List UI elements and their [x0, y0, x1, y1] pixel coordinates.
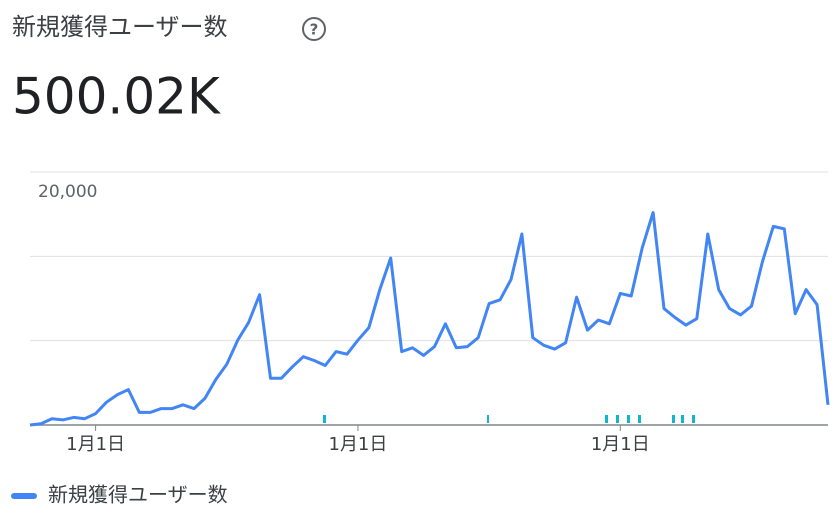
- metric-value: 500.02K: [12, 68, 221, 126]
- x-tick-label: 1月1日: [591, 434, 650, 455]
- data-line: [29, 211, 830, 427]
- annotation-markers: [323, 415, 695, 423]
- x-tick-label: 1月1日: [328, 434, 387, 455]
- svg-text:?: ?: [310, 21, 319, 39]
- x-tick-label: 1月1日: [66, 434, 125, 455]
- help-icon[interactable]: ?: [302, 17, 326, 41]
- chart-title: 新規獲得ユーザー数: [12, 13, 228, 41]
- y-tick-label: 20,000: [38, 182, 97, 202]
- legend-label[interactable]: 新規獲得ユーザー数: [48, 483, 228, 507]
